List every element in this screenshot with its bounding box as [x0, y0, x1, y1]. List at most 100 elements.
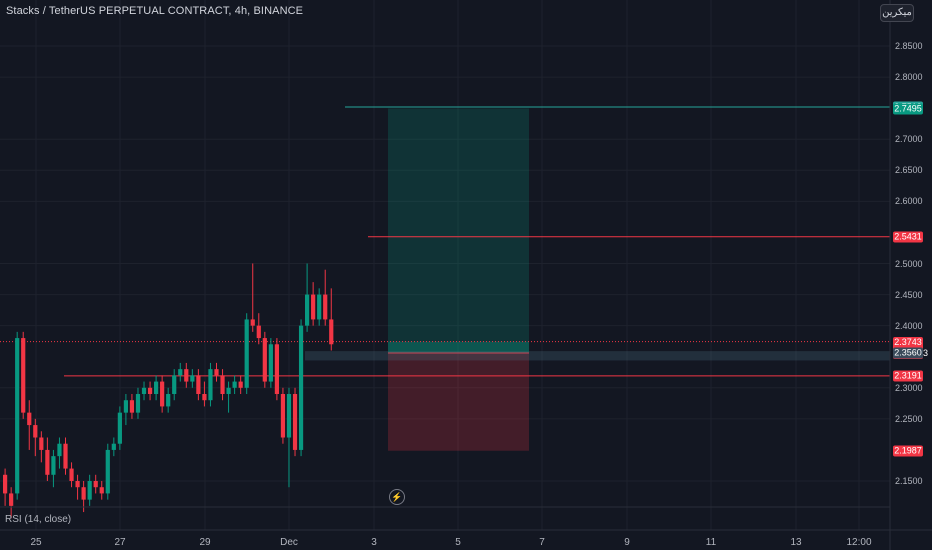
candle: [21, 331, 26, 419]
candle: [208, 362, 213, 407]
candle: [123, 394, 128, 426]
candle: [184, 362, 189, 388]
candle: [298, 319, 304, 457]
candle: [63, 437, 68, 475]
candle: [196, 369, 201, 401]
time-axis-label: 25: [30, 537, 42, 548]
candle: [3, 468, 8, 506]
candle: [280, 387, 286, 444]
candle: [323, 269, 328, 326]
loss-zone: [388, 352, 529, 451]
price-axis-label: 2.4000: [895, 320, 923, 331]
rsi-indicator-label[interactable]: RSI (14, close): [5, 514, 72, 525]
candle-body: [99, 487, 104, 494]
candlestick-series: [3, 263, 334, 519]
candle: [51, 449, 56, 488]
candle: [256, 313, 261, 345]
candle: [214, 362, 219, 382]
candle: [220, 369, 225, 401]
chart-grid: [0, 0, 890, 530]
candle: [166, 387, 171, 413]
candle: [147, 381, 153, 401]
candle-body: [45, 449, 50, 475]
price-axis-label: 2.6000: [895, 196, 923, 207]
price-axis-label: 2.7000: [895, 134, 923, 145]
time-axis-label: 12:00: [846, 537, 872, 548]
candle-body: [141, 387, 147, 394]
candle: [226, 381, 231, 413]
time-axis-label: 9: [624, 537, 630, 548]
candle: [117, 406, 122, 450]
candle-body: [184, 369, 189, 382]
time-axis-label: 7: [539, 537, 545, 548]
price-tag-value: 2.1987: [894, 445, 922, 456]
candle: [317, 288, 322, 326]
candle-body: [268, 344, 273, 382]
candle-body: [105, 449, 110, 494]
candle: [93, 474, 98, 494]
candle-body: [129, 400, 135, 413]
candle-body: [147, 387, 153, 394]
candle: [39, 431, 44, 463]
candle: [15, 331, 20, 500]
price-axis-label: 2.8000: [895, 72, 923, 83]
price-axis-label: 2.4500: [895, 289, 923, 300]
time-axis-label: 3: [371, 537, 377, 548]
candle-body: [51, 456, 56, 475]
time-axis-label: Dec: [280, 537, 298, 548]
time-axis-label: 13: [790, 537, 802, 548]
candle-body: [274, 344, 279, 394]
candle-body: [250, 319, 255, 326]
candle-body: [214, 369, 219, 376]
candle: [135, 387, 141, 419]
price-axis-label: 2.3000: [895, 382, 923, 393]
candle-body: [21, 338, 26, 413]
candle: [238, 375, 243, 394]
candle-body: [196, 375, 201, 394]
lightning-icon[interactable]: ⚡: [389, 489, 405, 505]
price-tag: 2.7495: [893, 103, 923, 115]
entry-band: [305, 351, 890, 361]
candle: [105, 443, 110, 500]
candle-body: [178, 369, 183, 376]
candle-body: [63, 443, 68, 469]
candle-body: [208, 369, 213, 401]
candle: [305, 263, 310, 332]
price-tag: 2.3191: [893, 370, 923, 382]
candle: [172, 369, 177, 401]
candle: [75, 474, 80, 500]
time-axis-label: 27: [114, 537, 126, 548]
candle-body: [238, 381, 243, 388]
candle: [69, 462, 74, 488]
candle-body: [220, 375, 225, 394]
candle: [111, 437, 116, 457]
open-pnl-zone: [388, 341, 529, 353]
price-axis-label: 2.1500: [895, 476, 923, 486]
candle-body: [244, 319, 249, 388]
candle: [311, 282, 316, 326]
candle-body: [286, 394, 292, 438]
logo-button[interactable]: ميكرين: [880, 4, 914, 22]
time-axis-label: 29: [199, 537, 211, 548]
price-axis-label: 2.6500: [895, 165, 923, 176]
candle: [160, 375, 165, 413]
candle: [202, 381, 207, 407]
candle: [190, 369, 195, 388]
price-axis-label: 2.5000: [895, 258, 923, 269]
candle-body: [154, 381, 159, 394]
candle-body: [9, 493, 14, 506]
candle-body: [123, 400, 128, 413]
price-tag-value: 2.3191: [894, 370, 922, 381]
candle: [268, 338, 273, 388]
candle: [9, 487, 14, 519]
price-tag-value: 2.7495: [894, 103, 922, 114]
candle: [274, 338, 279, 401]
candle-body: [292, 394, 298, 450]
candle-body: [135, 394, 141, 413]
price-axis-label: 2.2500: [895, 413, 923, 424]
candle: [154, 375, 159, 401]
profit-zone: [388, 108, 529, 353]
candle-body: [69, 468, 74, 481]
price-tag-value: 2.5431: [894, 231, 922, 242]
